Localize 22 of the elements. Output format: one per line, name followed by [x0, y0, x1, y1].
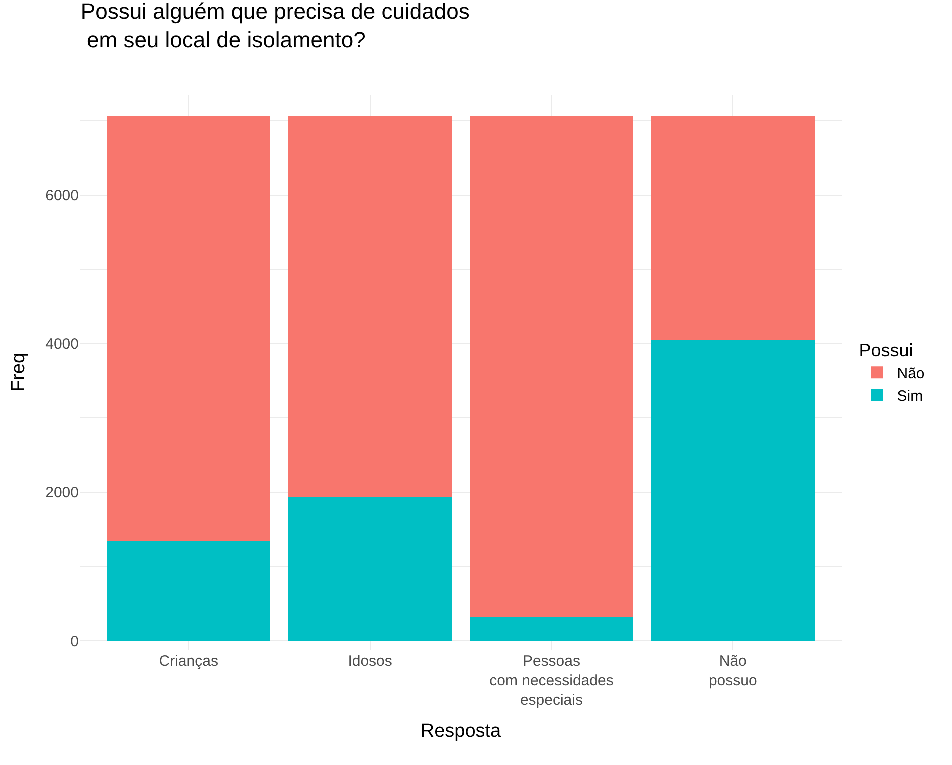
bar: [107, 116, 270, 541]
bar: [288, 116, 452, 497]
bar: [652, 116, 815, 340]
y-tick-label: 6000: [46, 188, 79, 205]
x-tick-label: Crianças: [159, 653, 218, 670]
legend-label: Sim: [897, 388, 924, 405]
y-tick-label: 4000: [46, 336, 79, 354]
x-tick-label: Pessoas com necessidades especiais: [490, 653, 614, 709]
y-axis-title: Freq: [8, 352, 30, 392]
bar: [470, 617, 634, 642]
bar: [652, 340, 815, 642]
x-tick-label: Não possuo: [708, 653, 758, 690]
y-tick-label: 0: [70, 633, 79, 650]
x-axis-title: Resposta: [420, 720, 502, 742]
bar: [470, 116, 634, 618]
bar: [107, 540, 270, 642]
bar: [288, 496, 452, 642]
x-tick-label: Idosos: [348, 653, 392, 670]
chart-title: Possui alguém que precisa de cuidados em seu local de isolamento?: [80, 0, 470, 53]
legend-label: Não: [897, 366, 925, 382]
y-tick-label: 2000: [46, 484, 79, 502]
legend-title: Possui: [859, 340, 914, 360]
